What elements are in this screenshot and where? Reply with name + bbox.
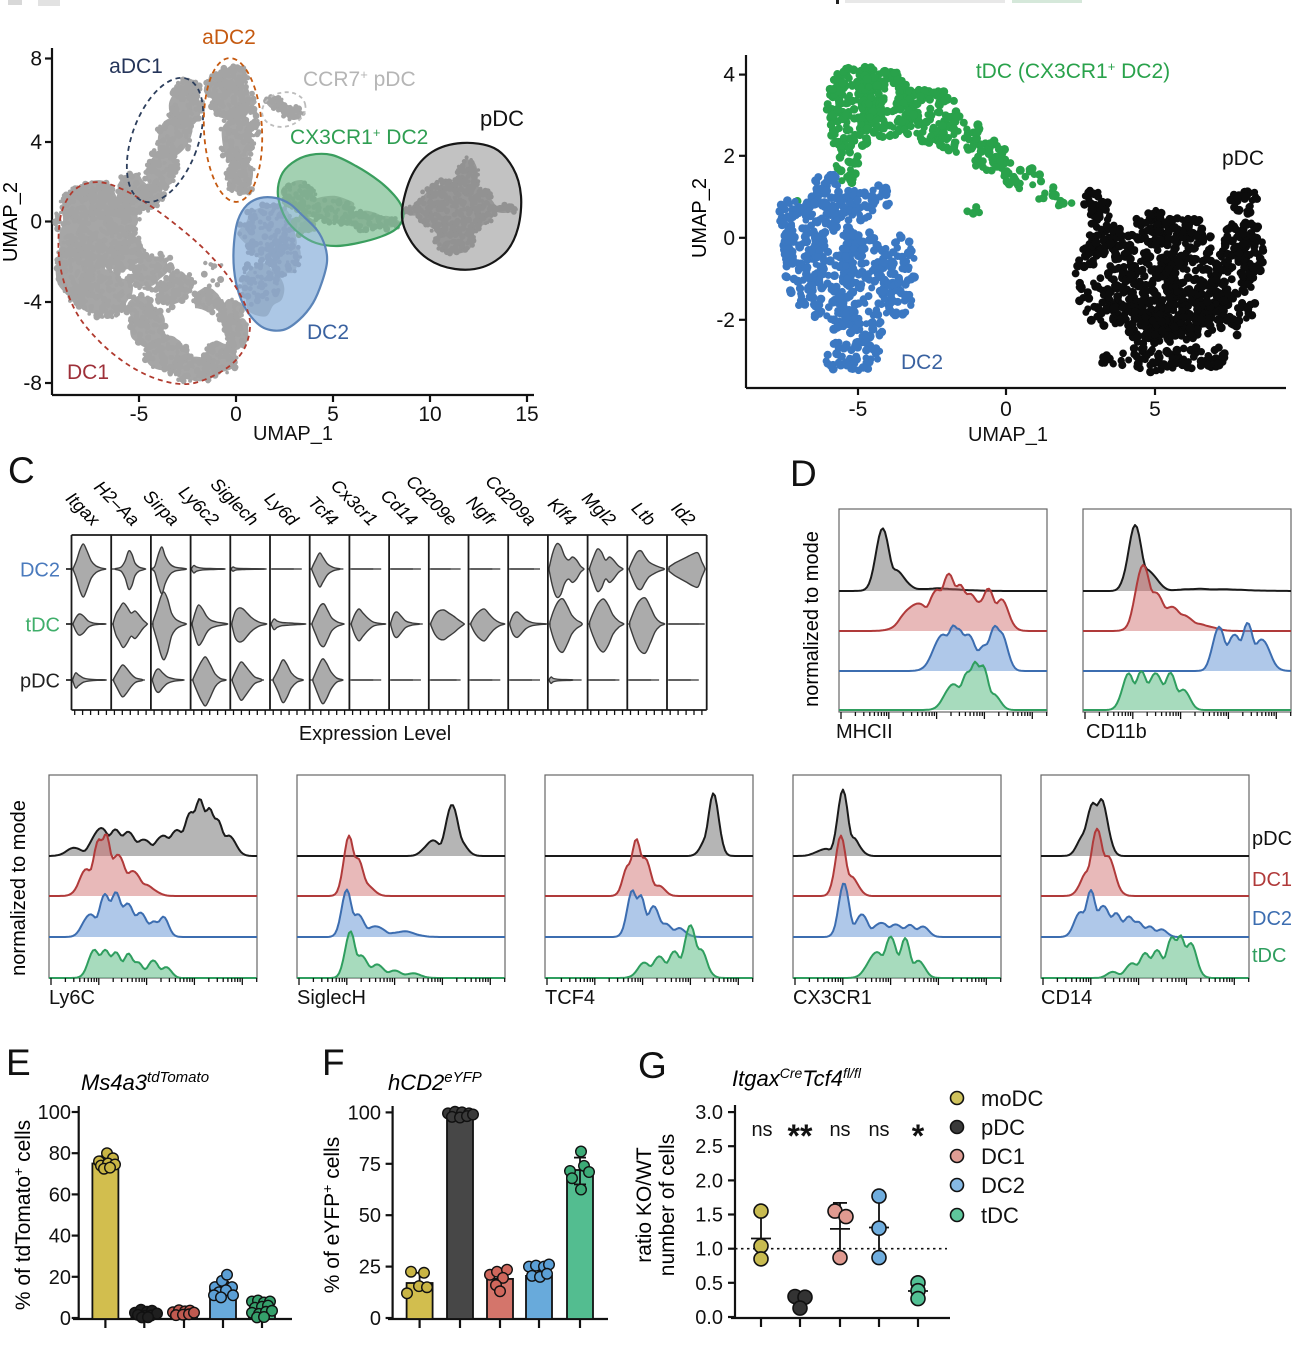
svg-text:0: 0 bbox=[723, 227, 735, 250]
svg-text:UMAP_1: UMAP_1 bbox=[968, 424, 1048, 446]
svg-text:5: 5 bbox=[1149, 398, 1161, 421]
svg-text:15: 15 bbox=[515, 403, 538, 426]
svg-text:aDC1: aDC1 bbox=[109, 55, 163, 78]
svg-text:DC1: DC1 bbox=[67, 361, 109, 384]
svg-text:2: 2 bbox=[723, 145, 735, 168]
svg-text:0: 0 bbox=[30, 211, 42, 234]
svg-text:UMAP_2: UMAP_2 bbox=[689, 178, 711, 258]
svg-text:DC2: DC2 bbox=[307, 321, 349, 344]
svg-text:10: 10 bbox=[418, 403, 441, 426]
svg-text:8: 8 bbox=[30, 48, 42, 71]
svg-text:-4: -4 bbox=[23, 291, 42, 314]
svg-text:UMAP_2: UMAP_2 bbox=[0, 182, 22, 262]
svg-text:-5: -5 bbox=[849, 398, 868, 421]
svg-text:UMAP_1: UMAP_1 bbox=[253, 423, 333, 445]
svg-text:CCR7+ pDC: CCR7+ pDC bbox=[303, 67, 416, 91]
svg-text:-2: -2 bbox=[716, 309, 735, 332]
svg-text:0: 0 bbox=[1000, 398, 1012, 421]
svg-text:4: 4 bbox=[723, 64, 735, 87]
svg-text:0: 0 bbox=[230, 403, 242, 426]
svg-text:aDC2: aDC2 bbox=[202, 26, 256, 49]
svg-text:-8: -8 bbox=[23, 372, 42, 395]
svg-text:CX3CR1+ DC2: CX3CR1+ DC2 bbox=[290, 125, 428, 149]
svg-text:pDC: pDC bbox=[480, 106, 524, 131]
svg-text:5: 5 bbox=[327, 403, 339, 426]
svg-text:4: 4 bbox=[30, 131, 42, 154]
svg-text:-5: -5 bbox=[130, 403, 149, 426]
